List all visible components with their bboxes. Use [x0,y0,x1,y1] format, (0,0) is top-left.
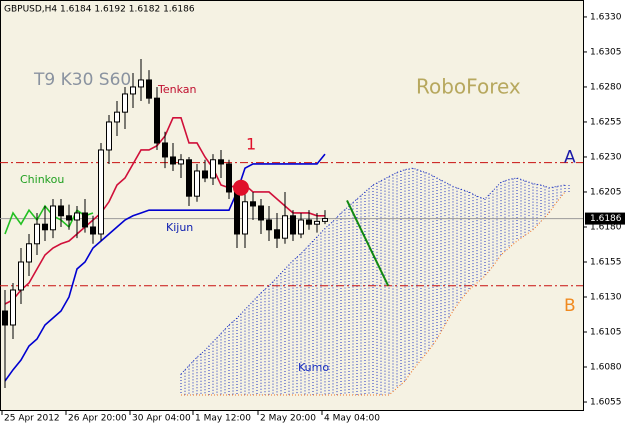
candle-body [122,93,128,113]
level-label: B [564,296,576,316]
candle-body [298,219,304,235]
candle-body [274,229,280,239]
candle-body [154,97,160,144]
candle-body [210,159,216,179]
candle-body [242,201,248,235]
signal-label: 1 [246,134,256,153]
y-tick-label: 1.6105 [590,328,622,338]
candle-body [282,215,288,239]
y-tick-label: 1.6180 [590,222,622,232]
candle-body [114,111,120,123]
y-tick-label: 1.6155 [590,257,622,267]
candle-body [50,205,56,231]
y-tick-label: 1.6280 [590,82,622,92]
y-tick-label: 1.6330 [590,12,622,22]
candle-body [26,243,32,263]
candle-body [258,205,264,221]
candle-body [18,261,24,291]
y-tick-label: 1.6305 [590,47,622,57]
indicator-line [4,204,94,235]
candle-body [138,79,144,88]
candle-body [290,215,296,235]
plot-layer: A B 1 [0,58,583,396]
x-tick-label: 1 May 12:00 [195,414,251,424]
candle-body [250,201,256,207]
candle-body [234,191,240,235]
candle-body [90,226,96,235]
price-box [585,212,625,225]
y-tick-label: 1.6230 [590,152,622,162]
candle-body [98,149,104,235]
candle-body [194,170,200,197]
chinkou-label: Chinkou [20,173,64,186]
x-tick-label: 4 May 04:00 [324,414,380,424]
candle-body [34,223,40,245]
y-tick-label: 1.6130 [590,292,622,302]
candle-body [162,142,168,158]
candle-body [42,223,48,231]
tenkan-label: Tenkan [157,83,197,96]
candle-body [202,170,208,179]
kijun-label: Kijun [166,221,193,234]
candle-body [178,159,184,165]
candle-body [10,289,16,326]
candle-body [82,212,88,228]
candle-body [66,215,72,221]
candle-body [146,79,152,99]
span-b-line [181,191,566,396]
x-tick-label: 2 May 20:00 [260,414,316,424]
current-price-label: 1.6186 [590,214,622,224]
kumo-label: Kumo [298,361,329,374]
level-label: A [564,148,576,168]
indicator-line [4,153,326,382]
signal-dot [233,179,249,196]
y-tick-label: 1.6080 [590,363,622,373]
span-a-line [180,167,566,375]
candle-body [322,218,328,222]
candle-body [2,310,8,326]
x-tick-label: 25 Apr 2012 [4,414,60,424]
params-label: T9 K30 S60 [33,70,131,90]
candle-body [170,156,176,165]
candle-body [186,159,192,197]
brand-label: RoboForex [416,75,521,99]
y-tick-label: 1.6205 [590,187,622,197]
plot-area [0,0,584,411]
candle-body [314,220,320,225]
candle-body [74,212,80,221]
trend-line [346,199,390,287]
candle-body [218,159,224,165]
candle-body [106,121,112,151]
x-tick-label: 26 Apr 20:00 [68,414,127,424]
chart-title: GBPUSD,H4 1.6184 1.6192 1.6182 1.6186 [4,5,195,15]
candle-body [306,219,312,225]
y-tick-label: 1.6055 [590,398,622,408]
y-tick-label: 1.6255 [590,117,622,127]
x-tick-label: 30 Apr 04:00 [132,414,191,424]
candle-body [130,86,136,95]
candle-body [226,163,232,193]
candle-body [58,205,64,217]
candle-body [266,219,272,231]
